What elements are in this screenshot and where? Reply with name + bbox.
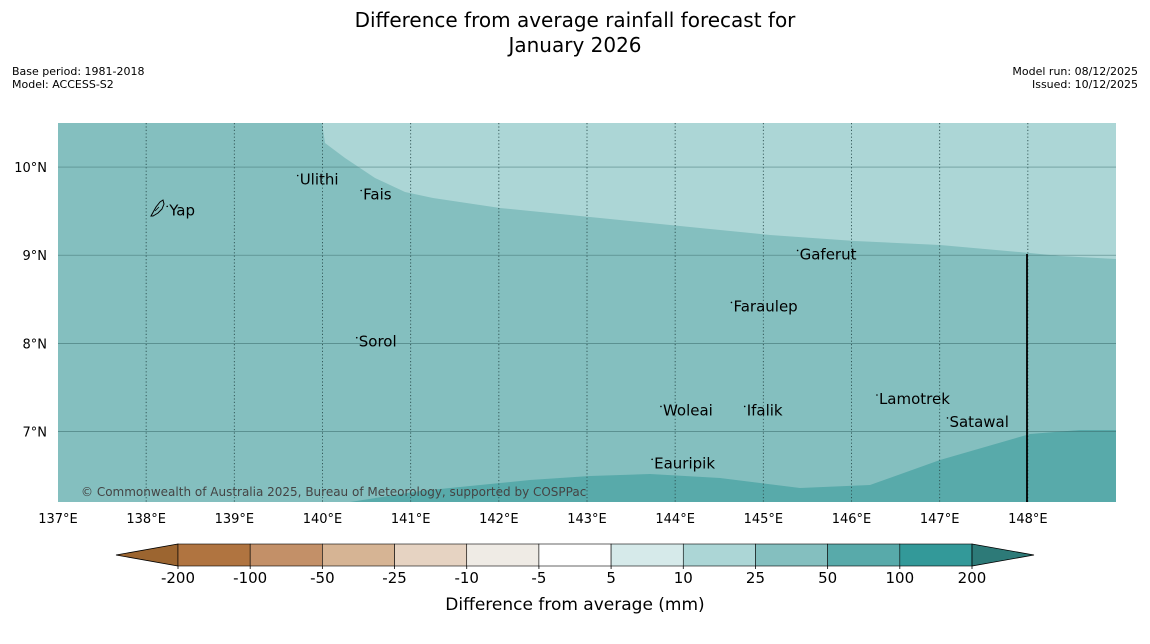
lat-tick-label: 8°N: [23, 337, 48, 352]
model-run-label: Model run: 08/12/2025: [1012, 65, 1138, 78]
place-label: Ifalik: [747, 401, 783, 419]
model-label: Model: ACCESS-S2: [12, 78, 114, 91]
lon-tick-label: 147°E: [920, 512, 960, 527]
graticule: [58, 123, 1116, 502]
place-marker: [730, 301, 733, 304]
colorbar-label: -200: [161, 569, 195, 587]
colorbar-label: 100: [885, 569, 914, 587]
place-label: Sorol: [359, 333, 397, 351]
place-label: Lamotrek: [879, 390, 950, 408]
lat-tick-label: 10°N: [14, 161, 47, 176]
colorbar-swatch: [322, 543, 395, 567]
title-line-2: January 2026: [508, 33, 642, 57]
colorbar-swatch: [610, 543, 684, 567]
place-label: Faraulep: [733, 297, 797, 315]
lat-tick-label: 7°N: [23, 425, 48, 440]
yap-island-outline: [150, 199, 165, 217]
colorbar-label: 25: [746, 569, 765, 587]
axis-labels: 137°E 138°E 139°E 140°E 141°E 142°E 143°E 144°E…: [14, 161, 1047, 527]
lon-tick-label: 138°E: [126, 512, 166, 527]
lon-tick-label: 139°E: [215, 512, 255, 527]
lon-tick-label: 148°E: [1008, 512, 1048, 527]
colorbar-title: Difference from average (mm): [445, 595, 704, 615]
lon-tick-label: 144°E: [655, 512, 695, 527]
colorbar-label: 50: [818, 569, 837, 587]
lon-tick-label: 140°E: [303, 512, 343, 527]
colorbar-swatch: [755, 543, 828, 567]
colorbar-label: -100: [233, 569, 267, 587]
place-label: Ulithi: [300, 171, 339, 189]
colorbar-label: 10: [674, 569, 693, 587]
place-label: Woleai: [663, 401, 713, 419]
place-label: Eauripik: [654, 454, 715, 472]
place-label: Fais: [363, 186, 392, 204]
place-marker: [296, 174, 299, 177]
place-labels: Yap Ulithi Fais Gaferut Faraulep Sorol Woleai I…: [166, 171, 1009, 472]
place-marker: [355, 336, 358, 339]
rainfall-map: Yap Ulithi Fais Gaferut Faraulep Sorol Woleai I…: [14, 123, 1116, 615]
colorbar-label: 5: [606, 569, 616, 587]
lon-tick-label: 141°E: [391, 512, 431, 527]
colorbar-label: -50: [310, 569, 335, 587]
place-marker: [651, 458, 653, 461]
lon-tick-label: 142°E: [479, 512, 519, 527]
colorbar-label: 200: [958, 569, 987, 587]
title-line-1: Difference from average rainfall forecas…: [354, 8, 796, 32]
place-marker: [360, 189, 362, 192]
colorbar-swatch: [177, 543, 251, 567]
colorbar-extend-high: [971, 543, 1035, 567]
colorbar-swatch: [394, 543, 468, 567]
lon-tick-label: 137°E: [38, 512, 78, 527]
meta-left: Base period: 1981-2018 Model: ACCESS-S2: [12, 65, 144, 91]
copyright-text: © Commonwealth of Australia 2025, Bureau…: [81, 485, 586, 499]
meta-right: Model run: 08/12/2025 Issued: 10/12/2025: [1012, 65, 1138, 91]
base-period-label: Base period: 1981-2018: [12, 65, 145, 78]
place-marker: [660, 405, 662, 408]
place-marker: [743, 405, 746, 408]
chart-title: Difference from average rainfall forecas…: [0, 8, 1150, 58]
colorbar-swatch: [827, 543, 901, 567]
lon-tick-label: 145°E: [744, 512, 784, 527]
lon-tick-label: 143°E: [567, 512, 607, 527]
zone-upper: [322, 123, 1116, 259]
colorbar-swatch: [249, 543, 323, 567]
lon-tick-label: 146°E: [832, 512, 872, 527]
colorbar-label: -10: [454, 569, 479, 587]
colorbar-swatch: [538, 543, 612, 567]
colorbar-swatch: [899, 543, 973, 567]
colorbar-extend-low: [115, 543, 179, 567]
place-label: Gaferut: [800, 245, 857, 263]
colorbar-swatch: [682, 543, 756, 567]
colorbar-label: -25: [382, 569, 407, 587]
place-label: Yap: [168, 201, 195, 219]
colorbar-label: -5: [531, 569, 546, 587]
issued-label: Issued: 10/12/2025: [1031, 78, 1138, 91]
place-marker: [876, 394, 878, 396]
zone-lower: [350, 430, 1116, 502]
place-marker: [796, 249, 799, 252]
place-label: Satawal: [949, 413, 1008, 431]
lat-tick-label: 9°N: [23, 249, 48, 264]
place-marker: [946, 417, 949, 419]
colorbar: -200 -100 -50 -25 -10 -5 5 10 25 50 100 200: [115, 543, 1035, 587]
colorbar-swatch: [466, 543, 540, 567]
place-marker: [166, 205, 169, 208]
